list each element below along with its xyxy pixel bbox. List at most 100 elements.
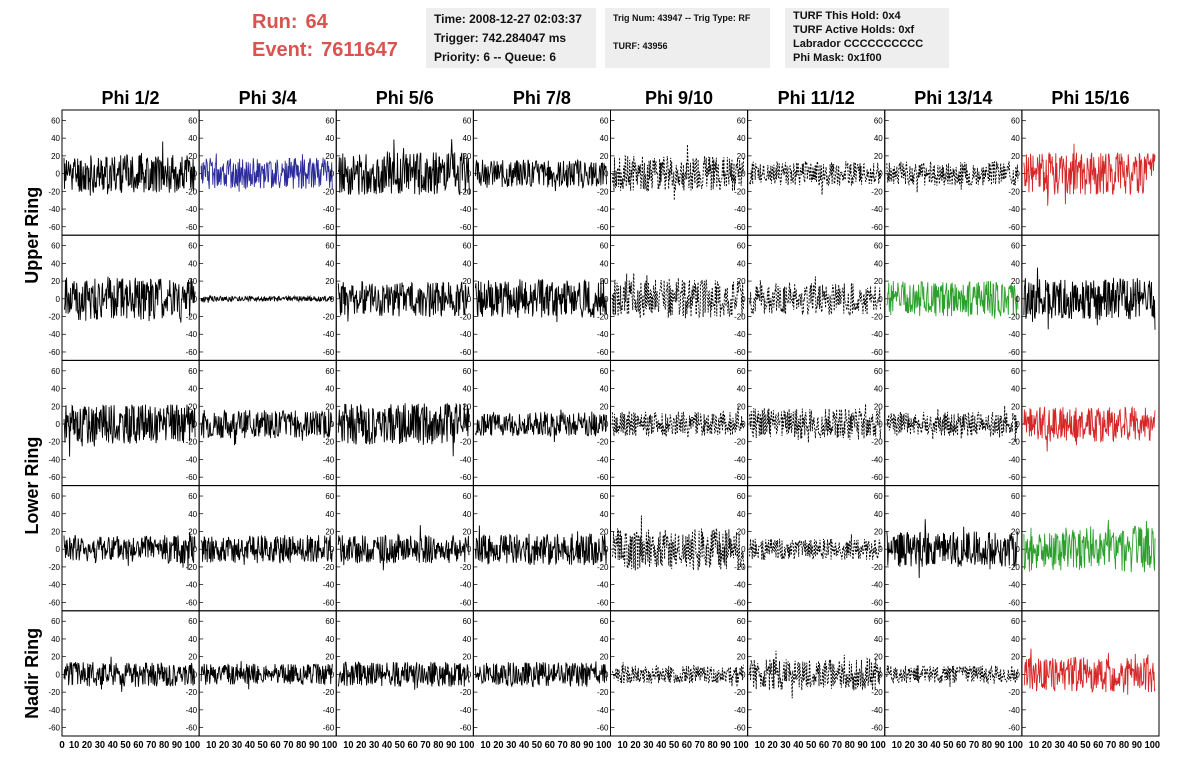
y-tick-label: -40 xyxy=(323,581,335,590)
y-tick-label: -60 xyxy=(597,724,609,733)
panel: 60 40 20 0 -20 -40 -60 xyxy=(186,610,337,737)
y-tick-label: 60 xyxy=(874,242,883,251)
y-tick-label: -20 xyxy=(597,563,609,572)
y-tick-label: -20 xyxy=(48,688,60,697)
y-tick-label: -20 xyxy=(323,438,335,447)
y-tick-label: -40 xyxy=(871,455,883,464)
y-tick-label: -20 xyxy=(460,438,472,447)
x-tick-label: 10 20 30 40 50 60 70 80 90 100 xyxy=(206,740,338,751)
column-header: Phi 13/14 xyxy=(914,88,992,108)
y-tick-label: 40 xyxy=(600,134,609,143)
y-tick-label: -40 xyxy=(186,581,198,590)
y-tick-label: 0 xyxy=(56,670,61,679)
y-tick-label: -20 xyxy=(734,688,746,697)
y-tick-label: 60 xyxy=(874,116,883,125)
waveform-trace xyxy=(474,525,607,566)
y-tick-label: 0 xyxy=(878,295,883,304)
x-tick-label: 0 xyxy=(59,740,65,751)
y-tick-label: 0 xyxy=(56,295,61,304)
y-tick-label: -40 xyxy=(734,330,746,339)
waveform-trace xyxy=(749,534,882,560)
event-value: 7611647 xyxy=(321,39,398,61)
y-tick-label: 60 xyxy=(1011,242,1020,251)
y-tick-label: 0 xyxy=(193,670,198,679)
y-tick-label: 0 xyxy=(878,420,883,429)
y-tick-label: 0 xyxy=(330,545,335,554)
panel: 60 40 20 0 -20 -40 -60 xyxy=(48,234,200,361)
y-tick-label: -60 xyxy=(1008,223,1020,232)
waveform-trace xyxy=(1023,406,1156,452)
row-label: Nadir Ring xyxy=(22,628,42,719)
waveform-trace xyxy=(200,153,333,192)
y-tick-label: 60 xyxy=(325,617,334,626)
y-tick-label: -40 xyxy=(597,330,609,339)
time-line: Time: 2008-12-27 02:03:37 xyxy=(434,12,582,26)
y-tick-label: 0 xyxy=(467,670,472,679)
y-tick-label: 20 xyxy=(600,277,609,286)
y-tick-label: 40 xyxy=(462,510,471,519)
y-tick-label: 0 xyxy=(878,545,883,554)
y-tick-label: 0 xyxy=(878,670,883,679)
y-tick-label: -40 xyxy=(734,706,746,715)
y-tick-label: 60 xyxy=(462,116,471,125)
y-tick-label: 20 xyxy=(325,527,334,536)
y-tick-label: 40 xyxy=(1011,635,1020,644)
y-tick-label: 0 xyxy=(330,670,335,679)
panel: 60 40 20 0 -20 -40 -60 xyxy=(460,485,611,612)
y-tick-label: -40 xyxy=(1008,205,1020,214)
y-tick-label: 0 xyxy=(193,170,198,179)
waveform-trace xyxy=(63,404,196,457)
panel: 60 40 20 0 -20 -40 -60 xyxy=(871,109,1023,236)
y-tick-label: 40 xyxy=(1011,134,1020,143)
y-tick-label: -40 xyxy=(323,706,335,715)
y-tick-label: 0 xyxy=(604,420,609,429)
y-tick-label: 20 xyxy=(325,402,334,411)
waveform-trace xyxy=(63,656,196,692)
y-tick-label: 20 xyxy=(737,527,746,536)
y-tick-label: -60 xyxy=(734,724,746,733)
panel: 60 40 20 0 -20 -40 -60 xyxy=(871,485,1023,612)
y-tick-label: -60 xyxy=(871,473,883,482)
y-tick-label: 60 xyxy=(51,367,60,376)
waveform-trace xyxy=(337,402,470,457)
x-tick-label: 10 20 30 40 50 60 70 80 90 100 xyxy=(755,740,887,751)
waveform-trace xyxy=(749,160,882,195)
y-tick-label: 0 xyxy=(1015,295,1020,304)
y-tick-label: 0 xyxy=(1015,170,1020,179)
waveform-trace xyxy=(63,531,196,570)
y-tick-label: 40 xyxy=(462,134,471,143)
waveform-trace xyxy=(1023,267,1156,330)
y-tick-label: -20 xyxy=(734,187,746,196)
y-tick-label: -20 xyxy=(186,313,198,322)
y-tick-label: -40 xyxy=(1008,330,1020,339)
y-tick-label: 0 xyxy=(330,420,335,429)
y-tick-label: -40 xyxy=(597,706,609,715)
y-tick-label: 60 xyxy=(600,617,609,626)
trig-line: Trig Num: 43947 -- Trig Type: RF xyxy=(613,13,751,23)
y-tick-label: 60 xyxy=(737,617,746,626)
y-tick-label: -20 xyxy=(597,313,609,322)
y-tick-label: -20 xyxy=(734,313,746,322)
panel: 60 40 20 0 -20 -40 -60 xyxy=(323,610,474,737)
y-tick-label: -40 xyxy=(460,205,472,214)
y-tick-label: 40 xyxy=(874,134,883,143)
y-tick-label: -40 xyxy=(871,706,883,715)
panel: 60 40 20 0 -20 -40 -60 xyxy=(323,234,474,361)
y-tick-label: 20 xyxy=(874,527,883,536)
y-tick-label: 20 xyxy=(737,402,746,411)
column-header: Phi 7/8 xyxy=(513,88,571,108)
y-tick-label: 40 xyxy=(188,635,197,644)
y-tick-label: -60 xyxy=(597,598,609,607)
y-tick-label: -60 xyxy=(871,348,883,357)
y-tick-label: 0 xyxy=(467,295,472,304)
y-tick-label: -20 xyxy=(323,688,335,697)
y-tick-label: 40 xyxy=(462,385,471,394)
y-tick-label: 60 xyxy=(462,617,471,626)
panel: 60 40 20 0 -20 -40 -60 xyxy=(597,359,749,487)
waveform-trace xyxy=(749,276,882,316)
y-tick-label: 20 xyxy=(600,653,609,662)
y-tick-label: 0 xyxy=(330,170,335,179)
y-tick-label: -60 xyxy=(186,348,198,357)
y-tick-label: -40 xyxy=(48,455,60,464)
y-tick-label: -60 xyxy=(1008,473,1020,482)
